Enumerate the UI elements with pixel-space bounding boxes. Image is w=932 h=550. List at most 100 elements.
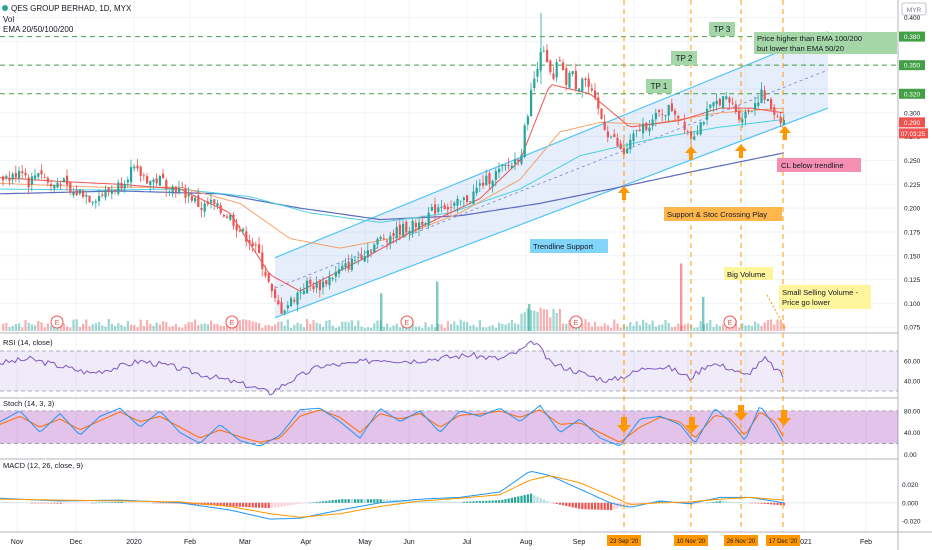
- big-volume-label[interactable]: Big Volume: [724, 267, 773, 280]
- candle-body: [610, 136, 613, 138]
- volume-spike: [436, 281, 439, 331]
- macd-histogram-bar: [757, 502, 760, 504]
- volume-bar: [50, 325, 53, 331]
- candle-body: [408, 231, 411, 234]
- small-volume-line1: Small Selling Volume -: [782, 288, 858, 297]
- time-axis[interactable]: NovDec2020FebMarAprMayJunJulAugSepOctNov…: [11, 535, 872, 546]
- macd-histogram-bar: [24, 502, 27, 504]
- candle-body: [581, 78, 584, 92]
- candle-body: [203, 203, 206, 212]
- macd-histogram-bar: [360, 499, 363, 503]
- candle-body: [110, 191, 113, 194]
- macd-histogram-bar: [715, 501, 718, 503]
- volume-bar: [165, 322, 168, 331]
- tp3-label[interactable]: TP 3: [709, 22, 735, 36]
- svg-text:Big Volume: Big Volume: [727, 270, 765, 279]
- candle-body: [56, 182, 59, 188]
- macd-histogram-bar: [293, 502, 296, 505]
- volume-bar: [517, 324, 520, 331]
- volume-bar: [418, 326, 421, 331]
- svg-text:TP 2: TP 2: [676, 54, 693, 63]
- candle-body: [136, 165, 139, 169]
- macd-histogram-bar: [725, 501, 728, 503]
- countdown-label: 07:03:25: [901, 131, 926, 138]
- stoch-tick-label: 40.00: [904, 430, 921, 437]
- volume-bar: [501, 324, 504, 331]
- earnings-marker-label: E: [230, 320, 235, 327]
- macd-histogram-bar: [446, 501, 449, 503]
- time-tick-label: Feb: [184, 539, 196, 546]
- macd-histogram-bar: [101, 502, 104, 503]
- macd-histogram-bar: [376, 499, 379, 503]
- trend-channel[interactable]: [274, 31, 829, 319]
- cl-below-label[interactable]: CL below trendline: [777, 158, 861, 172]
- volume-bar: [715, 324, 718, 331]
- volume-bar: [139, 319, 142, 331]
- macd-histogram-bar: [549, 502, 552, 503]
- volume-bar: [427, 327, 430, 331]
- volume-bar: [315, 322, 318, 331]
- support-stoc-label[interactable]: Support & Stoc Crossing Play: [664, 207, 782, 221]
- macd-histogram-bar: [315, 501, 318, 503]
- macd-histogram-bar: [514, 497, 517, 503]
- macd-histogram-bar: [606, 502, 609, 510]
- candle-body: [613, 134, 616, 138]
- price-axis[interactable]: 0.075 0.100 0.125 0.150 0.175 0.200 0.225 0.250…: [899, 15, 928, 525]
- ema-note-box[interactable]: Price higher than EMA 100/200 but lower …: [754, 32, 897, 54]
- macd-histogram-bar: [98, 502, 101, 504]
- candle-body: [2, 176, 5, 181]
- candle-body: [232, 214, 235, 226]
- macd-histogram-bar: [139, 502, 142, 503]
- candle-body: [770, 99, 773, 110]
- macd-histogram-bar: [779, 502, 782, 506]
- macd-histogram-bar: [562, 502, 565, 506]
- candle-body: [459, 200, 462, 202]
- candle-body: [606, 131, 609, 138]
- volume-bar: [472, 324, 475, 331]
- volume-bar: [210, 320, 213, 331]
- macd-histogram-bar: [91, 502, 94, 504]
- volume-bar: [18, 323, 21, 331]
- candle-body: [43, 177, 46, 178]
- volume-bar: [658, 324, 661, 331]
- candle-body: [427, 212, 430, 226]
- candle-body: [18, 170, 21, 179]
- trendline-support-label[interactable]: Trendline Support: [530, 239, 608, 253]
- candle-body: [258, 244, 261, 254]
- candle-body: [296, 292, 299, 305]
- volume-bar: [8, 327, 11, 331]
- small-volume-note[interactable]: Small Selling Volume - Price go lower: [779, 285, 871, 309]
- volume-bar: [574, 327, 577, 331]
- macd-histogram-bar: [430, 501, 433, 503]
- time-tick-label: 2021: [796, 539, 812, 546]
- stoch-tick-label: 80.00: [904, 408, 921, 415]
- macd-histogram-bar: [542, 499, 545, 503]
- volume-bar: [386, 323, 389, 331]
- volume-bar: [264, 325, 267, 331]
- currency-badge[interactable]: MYR: [901, 2, 927, 16]
- candle-body: [376, 239, 379, 245]
- macd-histogram-bar: [190, 502, 193, 505]
- candle-body: [747, 110, 750, 112]
- candle-body: [418, 222, 421, 230]
- volume-bar: [290, 327, 293, 331]
- volume-bar: [363, 327, 366, 331]
- tp1-label[interactable]: TP 1: [646, 79, 672, 93]
- macd-histogram-bar: [504, 499, 507, 503]
- volume-bar: [14, 324, 17, 331]
- svg-text:CL below trendline: CL below trendline: [781, 161, 844, 170]
- tp2-label[interactable]: TP 2: [671, 51, 697, 65]
- macd-histogram-bar: [568, 502, 571, 507]
- candle-body: [91, 202, 94, 203]
- macd-pane: [0, 470, 898, 520]
- candle-body: [72, 192, 75, 196]
- macd-histogram-bar: [754, 502, 757, 504]
- macd-histogram-bar: [53, 502, 56, 504]
- volume-bar: [40, 322, 43, 331]
- volume-bar: [562, 323, 565, 331]
- volume-bar: [565, 324, 568, 331]
- candle-body: [568, 72, 571, 88]
- date-tag-label: 10 Nov '20: [677, 539, 706, 545]
- candle-body: [386, 240, 389, 242]
- volume-bar: [181, 327, 184, 331]
